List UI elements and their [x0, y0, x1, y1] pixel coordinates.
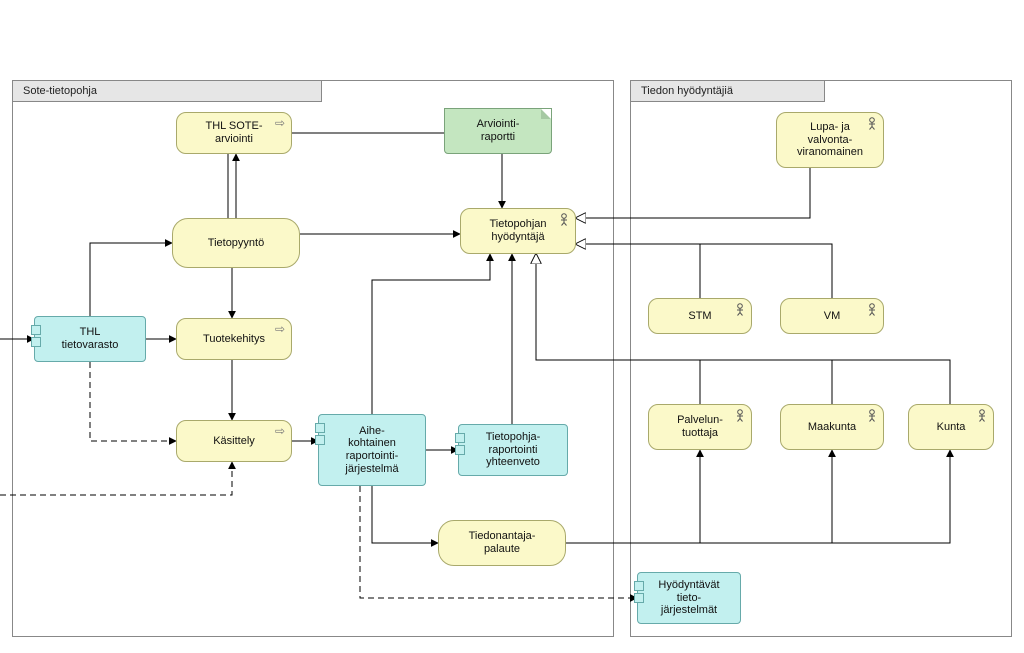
- actor-icon: [976, 409, 988, 423]
- datastore-port-icon: [455, 433, 465, 443]
- node-kunta: Kunta: [908, 404, 994, 450]
- datastore-port-icon: [455, 445, 465, 455]
- node-raportointi_yv: Tietopohja- raportointi yhteenveto: [458, 424, 568, 476]
- node-label: VM: [824, 310, 841, 323]
- node-tietopyynto: Tietopyyntö: [172, 218, 300, 268]
- node-label: Tiedonantaja- palaute: [469, 530, 536, 555]
- pool-sote-tab: Sote-tietopohja: [12, 80, 322, 102]
- node-label: Tietopohja- raportointi yhteenveto: [486, 431, 541, 469]
- node-tietopohjan_hyod: Tietopohjan hyödyntäjä: [460, 208, 576, 254]
- datastore-port-icon: [315, 435, 325, 445]
- node-label: Tietopyyntö: [208, 237, 264, 250]
- datastore-port-icon: [315, 423, 325, 433]
- node-label: Kunta: [937, 421, 966, 434]
- subprocess-arrow-icon: ⇨: [275, 323, 285, 337]
- node-label: Käsittely: [213, 435, 255, 448]
- actor-icon: [866, 117, 878, 131]
- actor-icon: [866, 303, 878, 317]
- node-kasittely: Käsittely ⇨: [176, 420, 292, 462]
- actor-icon: [866, 409, 878, 423]
- node-label: THL tietovarasto: [62, 326, 119, 351]
- pool-hyod-tab: Tiedon hyödyntäjiä: [630, 80, 825, 102]
- node-lupa: Lupa- ja valvonta- viranomainen: [776, 112, 884, 168]
- node-hyod_jarj: Hyödyntävät tieto- järjestelmät: [637, 572, 741, 624]
- node-label: Hyödyntävät tieto- järjestelmät: [658, 579, 719, 617]
- actor-icon: [734, 409, 746, 423]
- node-thl_sote_arviointi: THL SOTE- arviointi ⇨: [176, 112, 292, 154]
- node-label: THL SOTE- arviointi: [205, 120, 262, 145]
- datastore-port-icon: [634, 581, 644, 591]
- node-label: Palvelun- tuottaja: [677, 414, 723, 439]
- diagram-canvas: Sote-tietopohja Tiedon hyödyntäjiä THL S…: [0, 0, 1024, 653]
- node-thl_tietovarasto: THL tietovarasto: [34, 316, 146, 362]
- node-label: Lupa- ja valvonta- viranomainen: [797, 121, 863, 159]
- node-palveluntuottaja: Palvelun- tuottaja: [648, 404, 752, 450]
- node-aihekohtainen: Aihe- kohtainen raportointi- järjestelmä: [318, 414, 426, 486]
- subprocess-arrow-icon: ⇨: [275, 117, 285, 131]
- node-vm: VM: [780, 298, 884, 334]
- actor-icon: [734, 303, 746, 317]
- node-label: Aihe- kohtainen raportointi- järjestelmä: [345, 425, 398, 476]
- actor-icon: [558, 213, 570, 227]
- node-label: Maakunta: [808, 421, 856, 434]
- node-label: STM: [688, 310, 711, 323]
- node-arviointi_raportti: Arviointi- raportti: [444, 108, 552, 154]
- node-label: Tuotekehitys: [203, 333, 265, 346]
- node-tuotekehitys: Tuotekehitys ⇨: [176, 318, 292, 360]
- pool-sote-label: Sote-tietopohja: [23, 85, 97, 97]
- node-label: Arviointi- raportti: [477, 118, 520, 143]
- node-maakunta: Maakunta: [780, 404, 884, 450]
- subprocess-arrow-icon: ⇨: [275, 425, 285, 439]
- node-stm: STM: [648, 298, 752, 334]
- node-label: Tietopohjan hyödyntäjä: [489, 218, 546, 243]
- datastore-port-icon: [31, 325, 41, 335]
- document-ear-icon: [541, 109, 551, 119]
- datastore-port-icon: [31, 337, 41, 347]
- pool-hyod-label: Tiedon hyödyntäjiä: [641, 85, 733, 97]
- node-tiedonantaja: Tiedonantaja- palaute: [438, 520, 566, 566]
- datastore-port-icon: [634, 593, 644, 603]
